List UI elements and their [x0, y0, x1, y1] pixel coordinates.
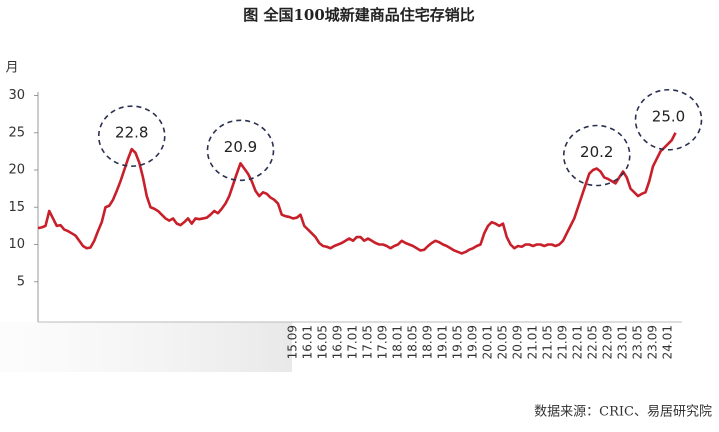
- x-tick-label: 19.05: [451, 325, 465, 359]
- x-tick-label: 17.09: [376, 325, 390, 359]
- source-note: 数据来源：CRIC、易居研究院: [534, 405, 712, 420]
- x-tick-label: 23.05: [631, 325, 645, 359]
- x-tick-label: 22.05: [586, 325, 600, 359]
- x-tick-label: 18.01: [391, 325, 405, 359]
- y-tick-label: 10: [8, 237, 25, 252]
- y-tick-label: 25: [8, 125, 25, 140]
- x-tick-label: 21.05: [541, 325, 555, 359]
- x-tick-label: 17.05: [361, 325, 375, 359]
- x-tick-label: 22.09: [601, 325, 615, 359]
- blurred-axis-area: [0, 322, 292, 372]
- x-tick-label: 23.01: [616, 325, 630, 359]
- value-label: 22.8: [115, 124, 148, 142]
- y-tick-label: 20: [8, 163, 25, 178]
- x-tick-label: 16.01: [301, 325, 315, 359]
- x-tick-label: 20.01: [481, 325, 495, 359]
- chart-title: 图 全国100城新建商品住宅存销比: [243, 6, 475, 24]
- x-tick-label: 22.01: [571, 325, 585, 359]
- x-tick-label: 21.09: [556, 325, 570, 359]
- x-tick-label: 21.01: [526, 325, 540, 359]
- x-tick-label: 24.01: [661, 325, 675, 359]
- value-label: 25.0: [652, 107, 685, 125]
- x-tick-label: 17.01: [346, 325, 360, 359]
- x-tick-label: 19.09: [466, 325, 480, 359]
- x-tick-label: 23.09: [646, 325, 660, 359]
- y-tick-label: 5: [17, 274, 25, 289]
- x-tick-label: 20.05: [496, 325, 510, 359]
- annotation-circle: [206, 119, 275, 182]
- line-series: [37, 132, 677, 255]
- x-tick-label: 18.05: [406, 325, 420, 359]
- x-tick-label: 18.09: [421, 325, 435, 359]
- x-tick-label: 15.09: [286, 325, 300, 359]
- x-tick-label: 16.09: [331, 325, 345, 359]
- value-label: 20.2: [580, 143, 613, 161]
- x-tick-label: 19.01: [436, 325, 450, 359]
- annotation-circle: [97, 105, 166, 167]
- x-tick-label: 16.05: [316, 325, 330, 359]
- y-axis-unit: 月: [5, 61, 18, 76]
- y-tick-label: 30: [8, 88, 25, 103]
- value-label: 20.9: [224, 138, 257, 156]
- x-tick-label: 20.09: [511, 325, 525, 359]
- y-tick-label: 15: [8, 200, 25, 215]
- annotation-circle: [634, 88, 703, 151]
- annotation-circle: [562, 124, 631, 187]
